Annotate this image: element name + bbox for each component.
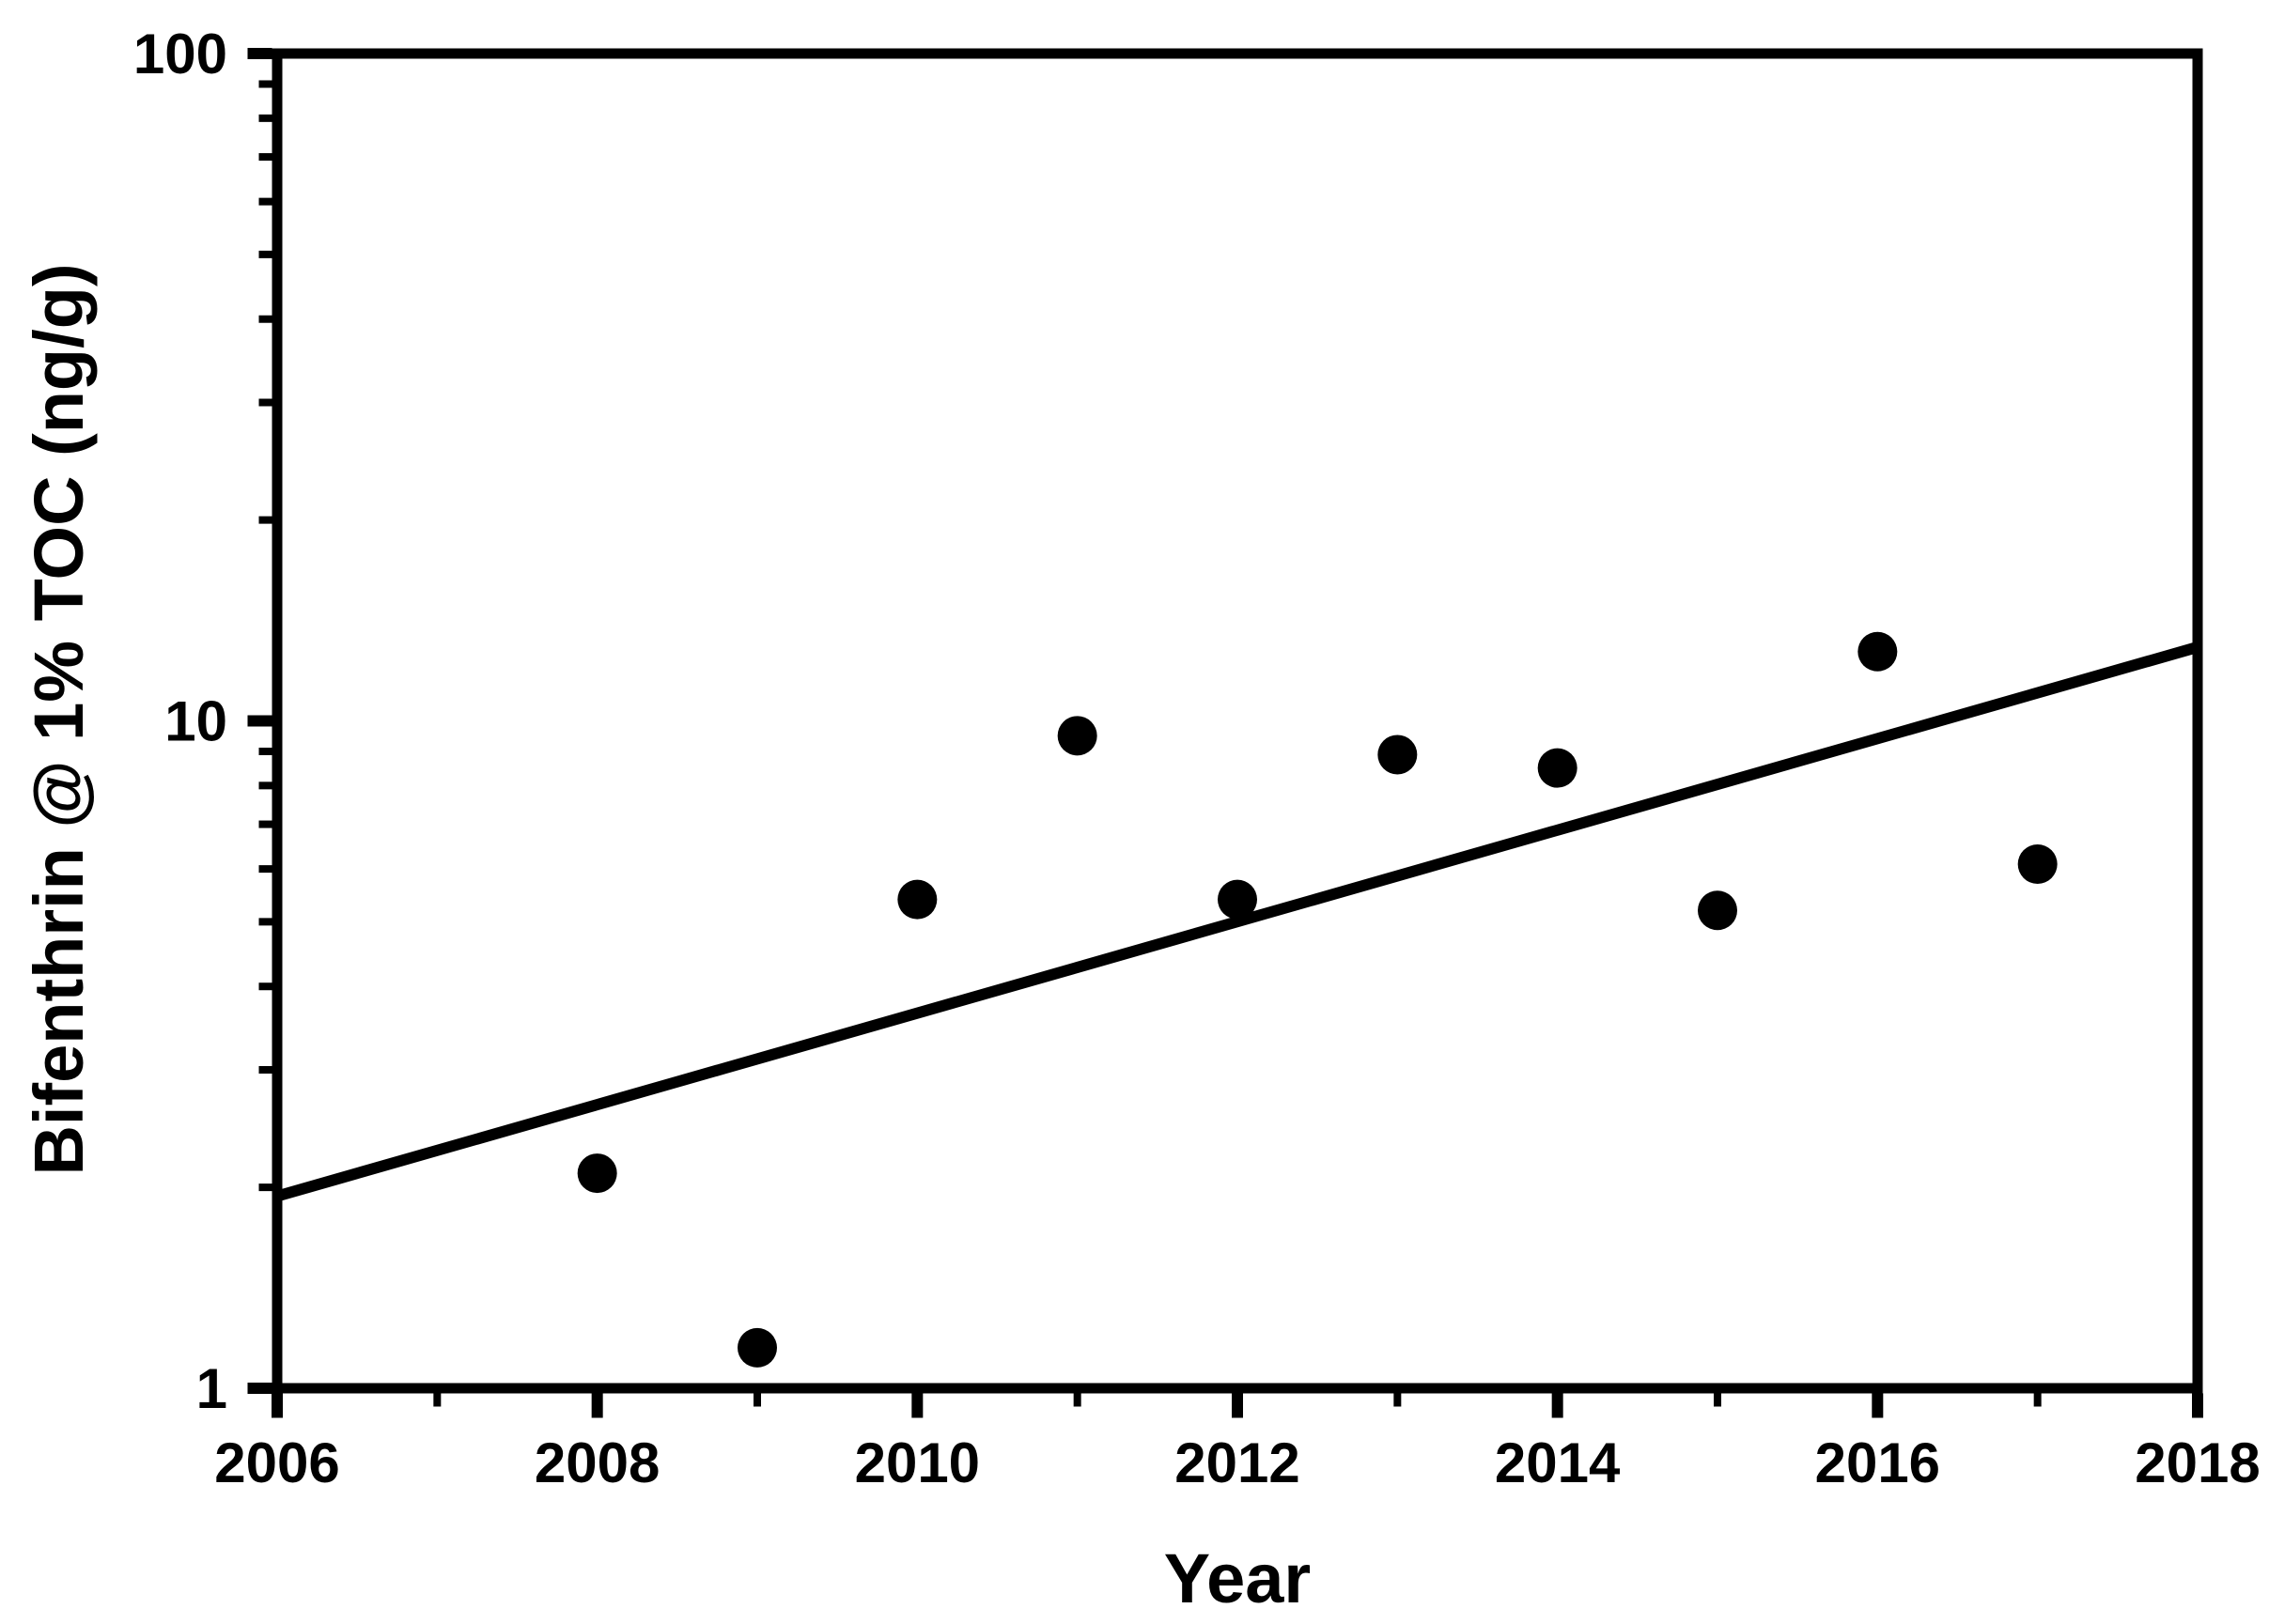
data-point-2012: [1218, 879, 1257, 920]
trend-line: [275, 642, 2199, 1202]
y-tick-label-100: 100: [133, 23, 227, 85]
data-point-2009: [738, 1327, 777, 1368]
x-tick-label-2010: 2010: [855, 1431, 980, 1494]
data-point-2014: [1537, 748, 1577, 788]
x-axis-title: Year: [1164, 1539, 1311, 1617]
data-point-2013: [1377, 735, 1418, 775]
x-tick-label-2012: 2012: [1174, 1431, 1299, 1494]
data-point-2015: [1698, 890, 1737, 931]
x-tick-label-2008: 2008: [535, 1431, 660, 1494]
x-tick-label-2006: 2006: [214, 1431, 339, 1494]
data-point-2017: [2017, 844, 2058, 885]
plot-area: 2006 2008 2010 2012 2014 2016 2018 1 10 100: [133, 23, 2261, 1494]
data-point-2016: [1857, 631, 1898, 672]
data-point-2008: [577, 1153, 617, 1194]
y-axis-title: Bifenthrin @ 1% TOC (ng/g): [20, 263, 98, 1175]
x-tick-label-2018: 2018: [2135, 1431, 2260, 1494]
y-tick-label-1: 1: [196, 1357, 227, 1420]
x-tick-label-2014: 2014: [1495, 1431, 1621, 1494]
data-point-2011: [1057, 716, 1097, 756]
data-point-2010: [897, 879, 938, 920]
x-tick-label-2016: 2016: [1815, 1431, 1940, 1494]
y-tick-label-10: 10: [164, 690, 227, 753]
plot-frame: [272, 48, 2203, 1394]
